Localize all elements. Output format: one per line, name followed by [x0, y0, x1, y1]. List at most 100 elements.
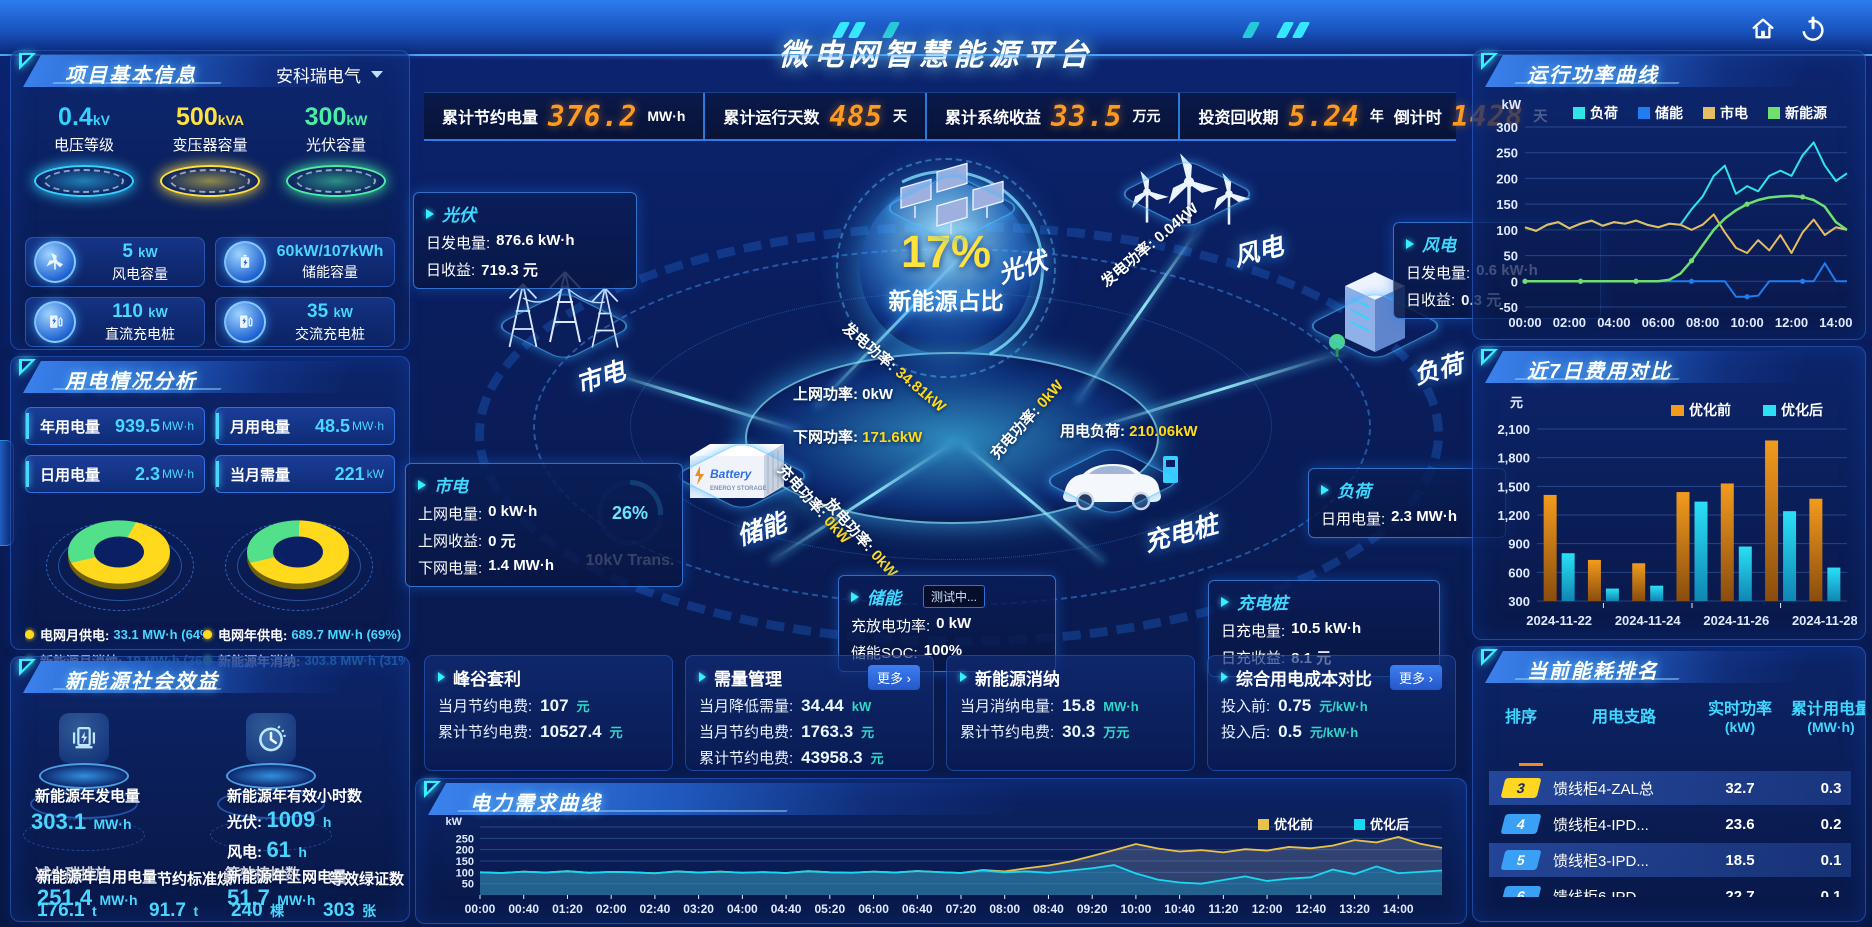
- power-icon[interactable]: [1796, 12, 1830, 46]
- donut-legend-0: 电网月供电:33.1 MW·h (64%): [25, 625, 203, 644]
- corner-accent-icon: [1481, 349, 1498, 366]
- callout-title: 储能: [867, 589, 901, 608]
- kpi-label: 累计运行天数: [723, 110, 820, 127]
- benefit-card-title: 峰谷套利: [453, 669, 521, 689]
- callout-row: 充放电功率: 0 kW: [851, 615, 972, 635]
- capacity-card-text: 60kW/107kWh 储能容量: [276, 242, 384, 280]
- arrow-icon: [960, 672, 967, 682]
- chevron-down-icon[interactable]: [371, 71, 383, 78]
- svg-text:50: 50: [462, 879, 474, 891]
- table-row[interactable]: 4 馈线柜4-IPD... 23.6 0.2: [1489, 807, 1851, 841]
- demand-chart: 50 100 150 200 250 kW 00:00 00:40 01:20 02:00 02:4…: [422, 815, 1458, 924]
- spotlight-2: 300kW 光伏容量: [273, 103, 399, 197]
- corner-accent-icon: [19, 359, 36, 376]
- more-button[interactable]: 更多 ›: [1390, 664, 1442, 690]
- annual-generation-value: 303.1 MW·h: [31, 809, 132, 834]
- capacity-card-text: 5 kW 风电容量: [112, 240, 168, 282]
- corner-accent-icon: [19, 659, 36, 676]
- callout-title: 市电: [434, 477, 468, 496]
- table-row[interactable]: 5 馈线柜3-IPD... 18.5 0.1: [1489, 843, 1851, 877]
- svg-text:600: 600: [1508, 565, 1530, 580]
- callout-header: 市电: [418, 472, 670, 497]
- svg-text:150: 150: [1496, 197, 1518, 212]
- svg-text:02:00: 02:00: [1553, 315, 1586, 330]
- benefit-card-row: 累计节约电费: 43958.3 元: [699, 748, 884, 767]
- spotlight-base: [34, 165, 134, 197]
- benefit-card-row: 累计节约电费: 30.3 万元: [960, 722, 1130, 741]
- wind-turbines-icon: [1131, 153, 1251, 225]
- svg-text:14:00: 14:00: [1383, 902, 1414, 916]
- kpi-label: 倒计时: [1393, 110, 1442, 127]
- panel-run-power: 运行功率曲线 -50 0 50 100 150 200 250 300 kW 00:00 02:00…: [1472, 50, 1866, 340]
- ranking-col-2: 实时功率 (kW): [1707, 701, 1772, 736]
- svg-text:200: 200: [456, 845, 474, 857]
- capacity-card-text: 110 kW 直流充电桩: [105, 300, 175, 342]
- company-selector[interactable]: 安科瑞电气: [276, 67, 361, 86]
- panel-social-benefit: 新能源社会效益 新能源年发电量 303.1 MW·h 新能源年有效小时数 光伏:…: [10, 656, 410, 922]
- callout-row: 上网收益: 0 元: [418, 533, 516, 550]
- svg-text:2024-11-24: 2024-11-24: [1615, 613, 1682, 628]
- branch-name: 馈线柜3-IPD...: [1553, 852, 1649, 870]
- svg-text:市电: 市电: [1720, 105, 1748, 121]
- panel-project-info: 项目基本信息 安科瑞电气 0.4kV 电压等级 500kVA 变压器容量 300kW 光伏…: [10, 50, 410, 350]
- home-icon[interactable]: [1746, 12, 1780, 46]
- kpi-cell: 累计节约电量 376.2 MW·h: [424, 93, 703, 139]
- benefit-card-row: 当月降低需量: 34.44 kW: [699, 696, 872, 715]
- branch-name: 馈线柜6-IPD: [1553, 888, 1637, 898]
- capacity-spotlights: 0.4kV 电压等级 500kVA 变压器容量 300kW 光伏容量: [21, 103, 399, 197]
- realtime-power: 22.7: [1725, 887, 1755, 898]
- svg-text:1,800: 1,800: [1497, 451, 1530, 466]
- panel-title: 近7日费用对比: [1527, 361, 1673, 383]
- svg-text:10:00: 10:00: [1121, 902, 1152, 916]
- callout-header: 充电桩: [1221, 589, 1427, 614]
- header-bar: [428, 783, 1026, 815]
- kpi-value: 33.5: [1051, 99, 1123, 133]
- svg-text:00:40: 00:40: [508, 902, 539, 916]
- supply-mix-donuts: [31, 507, 389, 611]
- svg-text:00:00: 00:00: [1508, 315, 1541, 330]
- flow-load-power: 用电负荷: 210.06kW: [1060, 423, 1198, 440]
- accumulated-energy: 0.1: [1820, 887, 1842, 898]
- coal-value: 91.7 t: [149, 900, 199, 921]
- panel-energy-ranking: 当前能耗排名 排序 用电支路 实时功率 (kW) 累计用电量 (MW·h) 3 馈线柜4-Z…: [1472, 646, 1866, 922]
- spotlight-ring: [170, 169, 250, 193]
- svg-text:2,100: 2,100: [1497, 422, 1530, 437]
- arrow-icon: [1321, 484, 1329, 495]
- more-button[interactable]: 更多 ›: [868, 664, 920, 690]
- device-charger[interactable]: 充电桩: [1035, 428, 1221, 557]
- benefit-card-row: 投入后: 0.5 元/kW·h: [1221, 722, 1359, 741]
- ranking-table-body[interactable]: 3 馈线柜4-ZAL总 32.7 0.3 4 馈线柜4-IPD... 23.6 0.2 5 馈线柜…: [1489, 771, 1851, 897]
- panel-cost-compare-header: 近7日费用对比: [1473, 347, 1865, 387]
- svg-text:13:20: 13:20: [1339, 902, 1370, 916]
- callout-header: 光伏: [426, 201, 624, 226]
- year-mix-donut: [224, 507, 375, 611]
- svg-text:优化前: 优化前: [1689, 402, 1731, 418]
- device-storage[interactable]: Battery ENERGY STORAGE 储能: [670, 422, 813, 551]
- corner-accent-icon: [19, 53, 36, 70]
- kpi-unit: 万元: [1132, 108, 1161, 124]
- kpi-label: 投资回收期: [1198, 110, 1279, 127]
- realtime-power: 18.5: [1725, 851, 1755, 869]
- table-row[interactable]: 6 馈线柜6-IPD 22.7 0.1: [1489, 879, 1851, 897]
- month-mix-donut: [45, 507, 196, 611]
- benefit-card-1: 需量管理 更多 › 当月降低需量: 34.44 kW 当月节约电费: 1763.3 元累计节约…: [685, 655, 934, 771]
- benefit-card-row: 累计节约电费: 10527.4 元: [438, 722, 623, 741]
- wind-hours-value: 风电: 61 h: [227, 837, 307, 862]
- to-grid-label: 新能源年上网电量: [227, 869, 348, 886]
- svg-text:07:20: 07:20: [946, 902, 977, 916]
- usage-stat-3: 当月需量 221 kW: [215, 455, 395, 493]
- spotlight-1: 500kVA 变压器容量: [147, 103, 273, 197]
- spotlight-ring: [296, 169, 376, 193]
- kpi-unit: 天: [893, 108, 907, 124]
- benefit-card-title: 综合用电成本对比: [1236, 669, 1372, 689]
- realtime-power: 23.6: [1725, 815, 1755, 833]
- year-mix-donut-disc: [246, 520, 349, 584]
- svg-text:300: 300: [1508, 594, 1530, 609]
- svg-text:储能: 储能: [1654, 105, 1683, 121]
- header-bar: [1485, 651, 1809, 683]
- device-wind[interactable]: 风电: [1115, 136, 1286, 272]
- benefit-card-header: 需量管理 更多 ›: [699, 664, 920, 690]
- table-row[interactable]: 3 馈线柜4-ZAL总 32.7 0.3: [1489, 771, 1851, 805]
- device-pv[interactable]: 光伏: [881, 158, 1051, 289]
- panel-title: 项目基本信息: [65, 65, 197, 87]
